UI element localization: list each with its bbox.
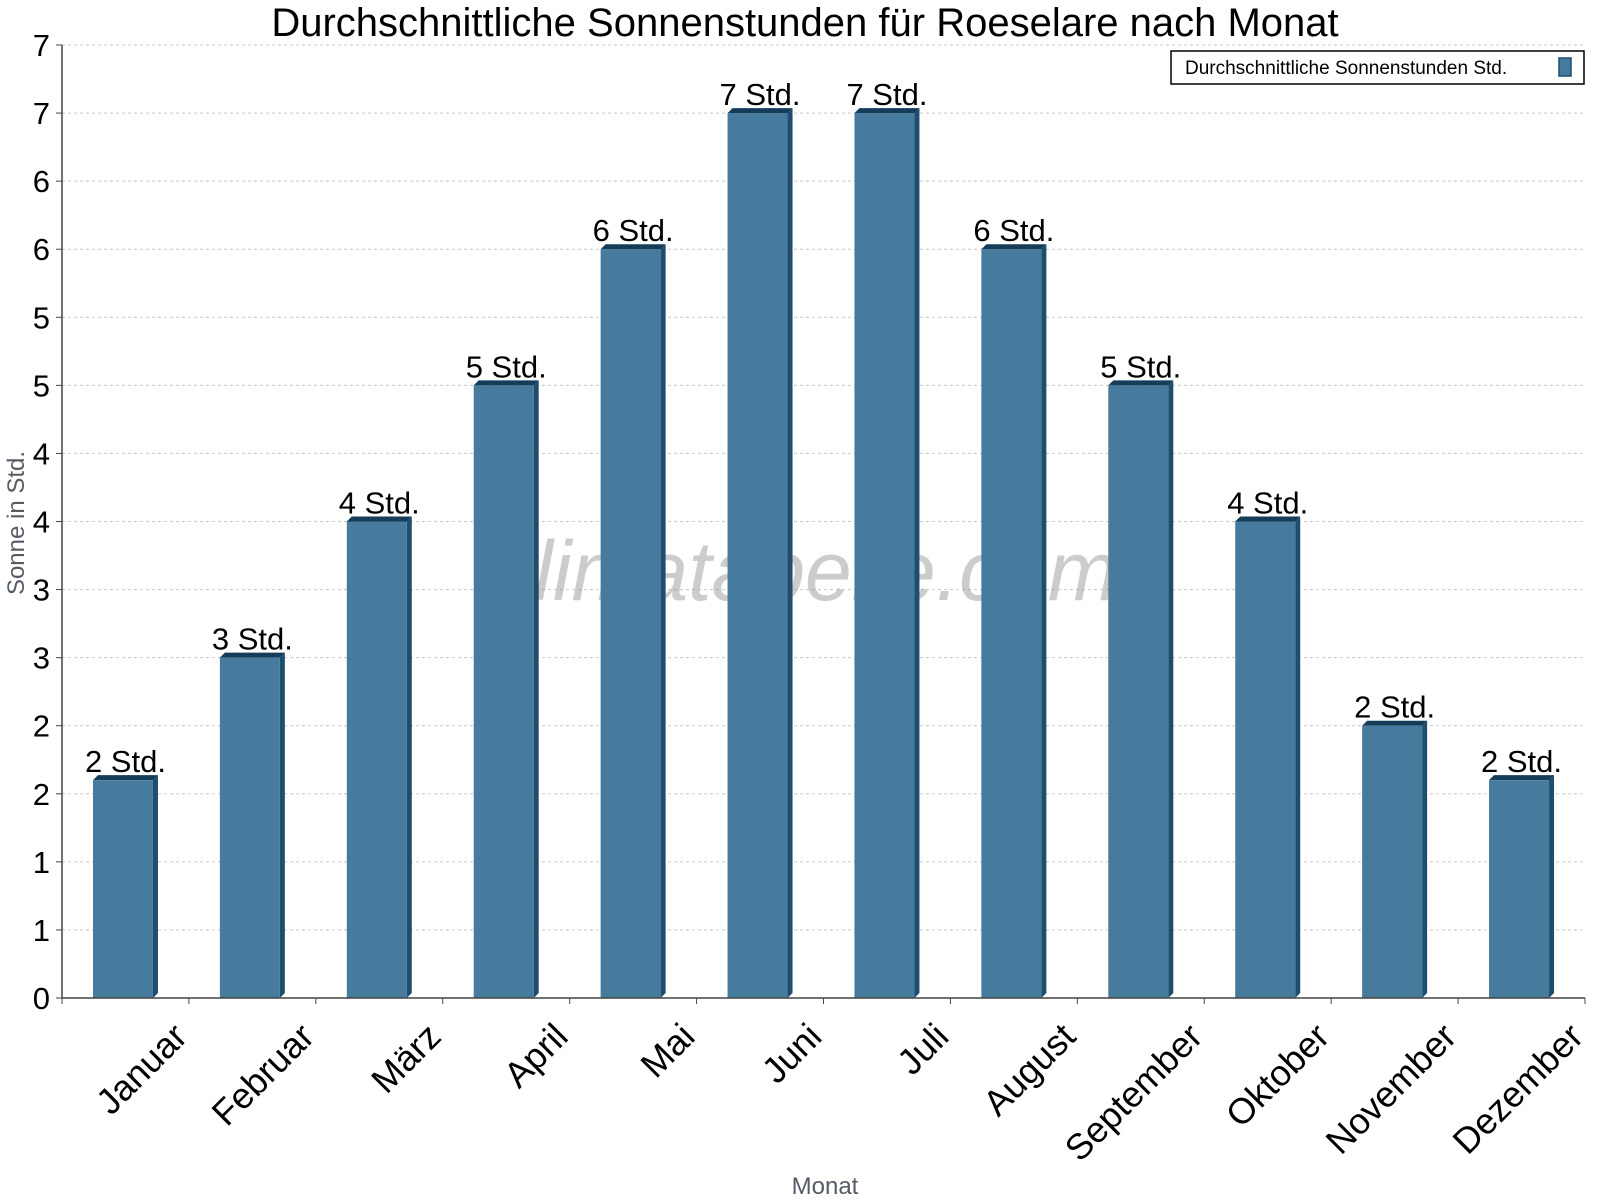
bar-side bbox=[787, 108, 793, 999]
y-tick-label: 5 bbox=[33, 300, 50, 335]
bar-top bbox=[727, 108, 793, 114]
bar-top bbox=[473, 380, 539, 386]
data-label: 2 Std. bbox=[85, 744, 166, 779]
bar-face bbox=[473, 385, 534, 998]
bar-side bbox=[533, 380, 539, 998]
bar-top bbox=[600, 244, 666, 250]
bar-face bbox=[92, 780, 153, 998]
data-label: 7 Std. bbox=[846, 77, 927, 112]
x-tick-label: März bbox=[363, 1015, 449, 1101]
bar-side bbox=[1168, 380, 1174, 998]
y-axis-title: Sonne in Std. bbox=[3, 451, 30, 595]
bar-face bbox=[854, 113, 915, 999]
y-tick-label: 1 bbox=[33, 913, 50, 948]
data-label: 4 Std. bbox=[339, 486, 420, 521]
bar-8 bbox=[1108, 380, 1174, 998]
y-tick-label: 4 bbox=[33, 505, 50, 540]
bar-top bbox=[981, 244, 1047, 250]
data-label: 6 Std. bbox=[973, 213, 1054, 248]
y-tick-label: 0 bbox=[33, 981, 50, 1016]
grid-lines bbox=[62, 44, 1585, 931]
y-tick-label: 7 bbox=[33, 96, 50, 131]
y-tick-label: 6 bbox=[33, 232, 50, 267]
x-tick-label: Juni bbox=[754, 1015, 830, 1091]
data-label: 2 Std. bbox=[1354, 690, 1435, 725]
bar-6 bbox=[854, 108, 920, 999]
bar-top bbox=[219, 652, 285, 658]
bar-side bbox=[279, 652, 285, 998]
bar-top bbox=[1489, 775, 1555, 781]
bar-top bbox=[1362, 720, 1428, 726]
bar-face bbox=[346, 521, 407, 998]
x-axis-title: Monat bbox=[792, 1173, 859, 1200]
y-tick-label: 6 bbox=[33, 164, 50, 199]
bar-5 bbox=[727, 108, 793, 999]
x-tick-label: September bbox=[1057, 1015, 1211, 1169]
bar-side bbox=[1422, 720, 1428, 998]
bar-face bbox=[1362, 725, 1423, 998]
data-label: 2 Std. bbox=[1481, 744, 1562, 779]
x-tick-label: November bbox=[1318, 1015, 1464, 1161]
bar-9 bbox=[1235, 516, 1301, 998]
bar-side bbox=[914, 108, 920, 999]
y-tick-label: 4 bbox=[33, 436, 50, 471]
bar-side bbox=[1549, 775, 1555, 998]
x-tick-label: Dezember bbox=[1444, 1015, 1590, 1161]
bar-2 bbox=[346, 516, 412, 998]
bar-top bbox=[1108, 380, 1174, 386]
bar-side bbox=[152, 775, 158, 998]
data-label: 5 Std. bbox=[466, 349, 547, 384]
bar-face bbox=[981, 249, 1042, 998]
bar-face bbox=[1235, 521, 1296, 998]
bar-face bbox=[219, 657, 280, 998]
x-tick-label: Februar bbox=[204, 1015, 322, 1133]
bar-7 bbox=[981, 244, 1047, 998]
bar-top bbox=[346, 516, 412, 522]
y-tick-label: 3 bbox=[33, 641, 50, 676]
x-tick-label: Januar bbox=[88, 1015, 195, 1122]
y-tick-label: 1 bbox=[33, 845, 50, 880]
x-tick-label: Oktober bbox=[1217, 1015, 1337, 1135]
bar-0 bbox=[92, 775, 158, 998]
bar-side bbox=[406, 516, 412, 998]
axes bbox=[56, 44, 1586, 1004]
bar-face bbox=[1108, 385, 1169, 998]
chart-title: Durchschnittliche Sonnenstunden für Roes… bbox=[271, 1, 1338, 45]
y-tick-label: 3 bbox=[33, 573, 50, 608]
legend-swatch bbox=[1558, 57, 1572, 77]
data-label: 7 Std. bbox=[720, 77, 801, 112]
bar-side bbox=[1295, 516, 1301, 998]
bar-side bbox=[1041, 244, 1047, 998]
bars bbox=[92, 108, 1555, 999]
data-label: 6 Std. bbox=[593, 213, 674, 248]
y-tick-label: 7 bbox=[33, 28, 50, 63]
x-tick-label: Mai bbox=[632, 1015, 702, 1085]
y-tick-label: 2 bbox=[33, 709, 50, 744]
bar-side bbox=[660, 244, 666, 998]
legend-box bbox=[1170, 50, 1585, 85]
bar-face bbox=[1489, 780, 1550, 998]
legend-label: Durchschnittliche Sonnenstunden Std. bbox=[1185, 58, 1507, 79]
bar-face bbox=[727, 113, 788, 999]
data-label: 3 Std. bbox=[212, 622, 293, 657]
legend: Durchschnittliche Sonnenstunden Std. bbox=[1170, 50, 1585, 85]
bar-top bbox=[854, 108, 920, 114]
y-tick-label: 2 bbox=[33, 777, 50, 812]
y-tick-label: 5 bbox=[33, 368, 50, 403]
bar-face bbox=[600, 249, 661, 998]
bar-top bbox=[1235, 516, 1301, 522]
bar-1 bbox=[219, 652, 285, 998]
x-tick-label: April bbox=[496, 1015, 576, 1095]
bar-top bbox=[92, 775, 158, 781]
bar-4 bbox=[600, 244, 666, 998]
data-label: 5 Std. bbox=[1100, 349, 1181, 384]
data-label: 4 Std. bbox=[1227, 486, 1308, 521]
x-tick-label: Juli bbox=[889, 1015, 956, 1082]
bar-10 bbox=[1362, 720, 1428, 998]
bar-3 bbox=[473, 380, 539, 998]
bar-11 bbox=[1489, 775, 1555, 998]
x-tick-label: August bbox=[975, 1015, 1083, 1123]
